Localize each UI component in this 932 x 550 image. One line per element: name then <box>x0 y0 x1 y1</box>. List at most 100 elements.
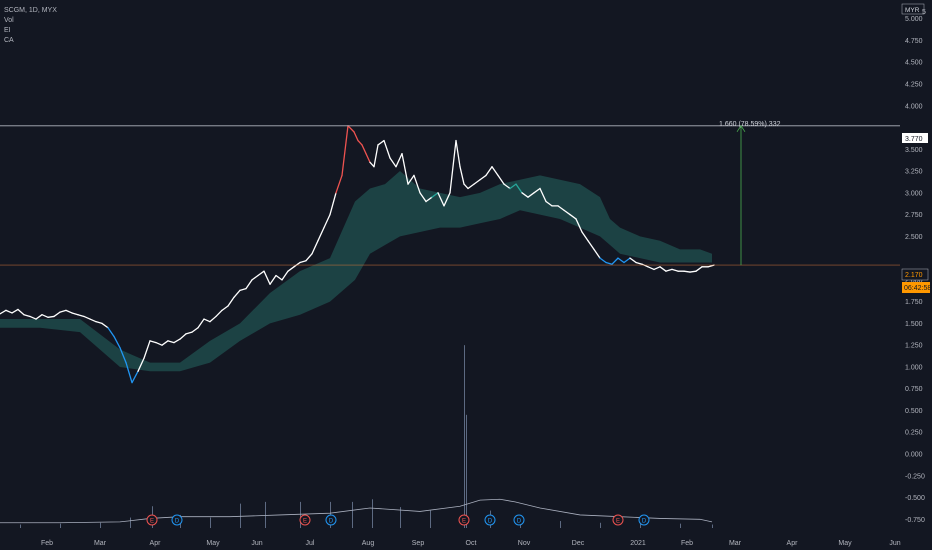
price-segment <box>353 131 359 142</box>
event-marker-label: D <box>517 519 522 525</box>
volume-bar <box>240 503 241 528</box>
dividend-marker[interactable] <box>484 514 496 526</box>
x-tick-label: Feb <box>41 540 53 547</box>
price-segment <box>617 257 625 264</box>
y-tick-label: -0.500 <box>905 495 925 502</box>
price-segment <box>395 152 403 168</box>
price-segment <box>5 309 13 314</box>
price-segment <box>35 314 43 320</box>
price-segment <box>17 308 25 316</box>
y-tick-label: -0.750 <box>905 517 925 524</box>
price-segment <box>515 183 523 194</box>
price-scale-toggle[interactable]: 5 <box>922 9 926 16</box>
x-tick-label: Feb <box>681 540 693 547</box>
x-tick-label: Apr <box>150 540 162 547</box>
price-segment <box>251 274 259 281</box>
x-tick-label: Jul <box>306 540 315 547</box>
price-segment <box>575 218 583 233</box>
currency-badge[interactable]: MYR <box>901 3 925 15</box>
price-segment <box>341 125 349 177</box>
y-tick-label: 4.750 <box>905 38 923 45</box>
x-tick-label: Mar <box>729 540 742 547</box>
cloud-band <box>0 171 712 372</box>
price-segment <box>545 200 553 207</box>
legend-indicator-ei[interactable]: EI <box>4 27 11 34</box>
price-segment <box>557 205 565 211</box>
dividend-marker[interactable] <box>513 514 525 526</box>
volume-bar <box>560 521 561 528</box>
price-segment <box>119 347 127 364</box>
volume-bar <box>640 522 641 528</box>
volume-bar <box>60 523 61 528</box>
price-segment <box>209 315 217 323</box>
earnings-marker[interactable] <box>612 514 624 526</box>
x-tick-label: Jun <box>889 540 900 547</box>
price-segment <box>437 192 445 207</box>
price-segment <box>311 240 319 255</box>
volume-bar <box>100 522 101 528</box>
earnings-marker[interactable] <box>299 514 311 526</box>
event-marker-label: D <box>642 519 647 525</box>
event-marker-label: D <box>329 519 334 525</box>
price-axis[interactable]: 5.000 4.750 4.500 4.250 4.000 3.500 3.250 3.000… <box>905 16 925 524</box>
price-segment <box>361 144 367 155</box>
price-segment <box>77 314 85 318</box>
price-segment <box>305 253 313 262</box>
price-segment <box>569 213 577 220</box>
symbol-title[interactable]: SCGM, 1D, MYX <box>4 7 57 14</box>
time-axis[interactable]: Feb Mar Apr May Jun Jul Aug Sep Oct Nov Dec 2021 Feb… <box>41 540 901 547</box>
price-segment <box>647 266 655 271</box>
price-segment <box>407 174 415 185</box>
x-tick-label: Dec <box>572 540 585 547</box>
price-segment <box>509 183 517 190</box>
earnings-marker[interactable] <box>146 514 158 526</box>
volume-bar <box>400 507 401 528</box>
legend-indicator-ca[interactable]: CA <box>4 37 14 44</box>
price-segment <box>593 248 601 259</box>
price-segment <box>149 340 157 344</box>
price-segment <box>59 309 67 313</box>
price-segment <box>65 309 73 314</box>
price-segment <box>161 340 169 346</box>
price-segment <box>89 318 97 323</box>
price-segment <box>299 260 307 264</box>
price-segment <box>221 305 229 312</box>
y-tick-label: -0.250 <box>905 473 925 480</box>
price-segment <box>497 174 505 185</box>
price-segment <box>155 341 163 346</box>
event-marker-label: E <box>303 519 307 525</box>
price-segment <box>689 270 697 273</box>
y-tick-label: 5.000 <box>905 16 923 23</box>
price-segment <box>539 187 547 203</box>
price-segment <box>665 268 673 272</box>
price-segment <box>635 261 643 265</box>
y-tick-label: 3.000 <box>905 190 923 197</box>
y-tick-label: 4.500 <box>905 60 923 67</box>
price-segment <box>227 296 235 307</box>
legend-volume[interactable]: Vol <box>4 17 14 24</box>
price-segment <box>29 315 37 320</box>
measure-arrow-icon <box>736 125 746 133</box>
price-segment <box>23 314 31 318</box>
y-tick-label: 2.000 <box>905 277 923 284</box>
price-segment <box>203 318 211 323</box>
dividend-marker[interactable] <box>638 514 650 526</box>
x-tick-label: Oct <box>466 540 477 547</box>
dividend-marker[interactable] <box>325 514 337 526</box>
price-segment <box>623 257 631 264</box>
y-tick-label: 2.500 <box>905 234 923 241</box>
volume-bar <box>600 522 601 528</box>
price-segment <box>167 340 175 344</box>
price-segment <box>281 270 289 281</box>
volume-bar <box>430 510 431 528</box>
dividend-marker[interactable] <box>171 514 183 526</box>
price-segment <box>323 213 331 229</box>
earnings-marker[interactable] <box>458 514 470 526</box>
last-price-label: 2.170 <box>905 272 923 279</box>
y-tick-label: 3.500 <box>905 147 923 154</box>
price-segment <box>41 314 49 318</box>
price-segment <box>419 192 427 203</box>
price-segment <box>125 361 133 384</box>
